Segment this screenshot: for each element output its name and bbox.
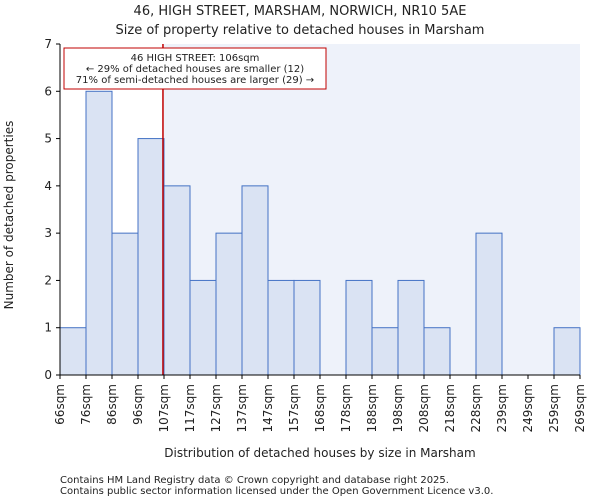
x-tick-label-188sqm: 188sqm xyxy=(365,384,379,432)
chart-subtitle: Size of property relative to detached ho… xyxy=(116,23,485,38)
bars-layer xyxy=(59,90,581,376)
y-ticks: 0 1 2 3 4 5 6 7 xyxy=(44,37,60,382)
y-tick-label-7: 7 xyxy=(44,37,52,51)
x-axis-label: Distribution of detached houses by size … xyxy=(164,446,475,460)
x-tick-label-117sqm: 117sqm xyxy=(183,384,197,432)
x-tick-label-249sqm: 249sqm xyxy=(521,384,535,432)
bar-86sqm xyxy=(111,232,139,376)
bar-259sqm xyxy=(553,327,581,376)
x-tick-label-96sqm: 96sqm xyxy=(131,384,145,425)
x-tick-label-86sqm: 86sqm xyxy=(105,384,119,425)
footer-line-1: Contains HM Land Registry data © Crown c… xyxy=(60,475,449,486)
x-tick-label-259sqm: 259sqm xyxy=(547,384,561,432)
bar-198sqm xyxy=(397,279,425,376)
x-tick-label-147sqm: 147sqm xyxy=(261,384,275,432)
bar-228sqm xyxy=(475,232,503,376)
y-tick-label-3: 3 xyxy=(44,226,52,240)
x-tick-label-137sqm: 137sqm xyxy=(235,384,249,432)
annotation-frame xyxy=(63,47,327,90)
y-tick-label-2: 2 xyxy=(44,273,52,287)
x-tick-label-168sqm: 168sqm xyxy=(313,384,327,432)
bar-137sqm xyxy=(241,185,269,376)
x-tick-label-198sqm: 198sqm xyxy=(391,384,405,432)
annotation-line-2: ← 29% of detached houses are smaller (12… xyxy=(86,64,304,75)
x-tick-label-239sqm: 239sqm xyxy=(495,384,509,432)
x-tick-label-127sqm: 127sqm xyxy=(209,384,223,432)
x-tick-label-208sqm: 208sqm xyxy=(417,384,431,432)
y-tick-label-5: 5 xyxy=(44,132,52,146)
y-tick-label-1: 1 xyxy=(44,321,52,335)
bar-107sqm xyxy=(163,185,191,376)
x-ticks: 66sqm 76sqm 86sqm 96sqm 107sqm 117sqm 127sqm 13… xyxy=(53,375,587,432)
bar-208sqm xyxy=(423,327,451,376)
bar-178sqm xyxy=(345,279,373,376)
annotation-box: 46 HIGH STREET: 106sqm ← 29% of detached… xyxy=(63,47,327,90)
bar-117sqm xyxy=(189,279,217,376)
x-tick-label-157sqm: 157sqm xyxy=(287,384,301,432)
x-tick-label-269sqm: 269sqm xyxy=(573,384,587,432)
x-tick-label-218sqm: 218sqm xyxy=(443,384,457,432)
footer-line-2: Contains public sector information licen… xyxy=(60,486,493,497)
x-tick-label-66sqm: 66sqm xyxy=(53,384,67,425)
bar-188sqm xyxy=(371,327,399,376)
annotation-line-1: 46 HIGH STREET: 106sqm xyxy=(131,53,260,64)
y-tick-label-6: 6 xyxy=(44,84,52,98)
bar-96sqm xyxy=(137,138,165,376)
annotation-line-3: 71% of semi-detached houses are larger (… xyxy=(76,75,314,86)
x-tick-label-76sqm: 76sqm xyxy=(79,384,93,425)
bar-76sqm xyxy=(85,90,113,376)
bar-147sqm xyxy=(267,279,295,376)
bar-157sqm xyxy=(293,279,321,376)
y-axis-label: Number of detached properties xyxy=(2,121,16,310)
x-tick-label-107sqm: 107sqm xyxy=(157,384,171,432)
y-tick-label-4: 4 xyxy=(44,179,52,193)
chart-title: 46, HIGH STREET, MARSHAM, NORWICH, NR10 … xyxy=(134,4,467,19)
bar-66sqm xyxy=(59,327,87,376)
bar-127sqm xyxy=(215,232,243,376)
x-tick-label-178sqm: 178sqm xyxy=(339,384,353,432)
x-tick-label-228sqm: 228sqm xyxy=(469,384,483,432)
y-tick-label-0: 0 xyxy=(44,368,52,382)
